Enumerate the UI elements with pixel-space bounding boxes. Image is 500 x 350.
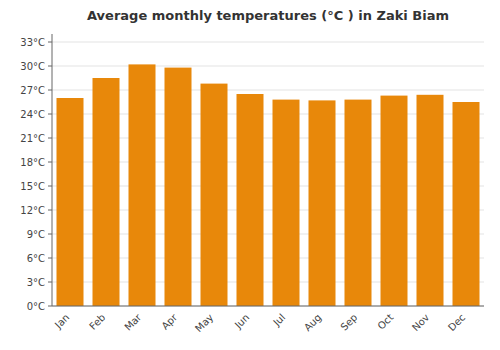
y-tick-label: 30°C [20,61,45,72]
bar [345,100,372,306]
y-tick [48,90,52,91]
y-tick-label: 3°C [27,277,45,288]
y-tick [48,258,52,259]
y-tick [48,42,52,43]
y-tick [48,162,52,163]
y-tick-label: 15°C [20,181,45,192]
y-tick [48,138,52,139]
bar [417,95,444,306]
y-tick [48,114,52,115]
bar [201,84,228,306]
y-tick [48,66,52,67]
bar [273,100,300,306]
grid-line [52,42,484,43]
x-tick-label: Feb [87,312,107,332]
y-tick [48,306,52,307]
y-tick [48,282,52,283]
y-tick-label: 6°C [27,253,45,264]
y-tick-label: 12°C [20,205,45,216]
bar [129,64,156,306]
x-tick-label: Dec [446,312,467,333]
x-tick-label: Mar [122,311,144,333]
x-tick-label: Sep [338,312,359,333]
x-tick-label: Jul [270,312,287,329]
bar [93,78,120,306]
y-tick-label: 18°C [20,157,45,168]
y-tick-label: 9°C [27,229,45,240]
bar [57,98,84,306]
x-tick-label: Jan [52,312,71,331]
bars [57,64,480,306]
y-tick [48,234,52,235]
title: Average monthly temperatures (°C ) in Za… [87,8,449,23]
bar [381,96,408,306]
bar [453,102,480,306]
x-tick-label: Jun [232,312,252,332]
chart-container: Average monthly temperatures (°C ) in Za… [0,0,500,350]
x-tick-label: Oct [375,312,395,332]
grid-line [52,66,484,67]
y-tick [48,210,52,211]
chart-svg: Average monthly temperatures (°C ) in Za… [0,0,500,350]
grid-line [52,306,484,307]
x-axis: Jan Feb Mar Apr May Jun Jul Aug Sep Oct Nov Dec [52,311,467,334]
y-tick-label: 24°C [20,109,45,120]
y-axis-line [52,34,53,306]
bar [165,68,192,306]
y-axis: 0°C 3°C 6°C 9°C 12°C 15°C 18°C 21°C 24°C 27°C 30°C… [20,37,52,312]
x-tick-label: May [193,312,215,334]
x-tick-label: Aug [302,312,324,334]
y-tick-label: 0°C [27,301,45,312]
bar [309,100,336,306]
bar [237,94,264,306]
x-tick-label: Apr [159,311,180,332]
y-tick [48,186,52,187]
y-tick-label: 21°C [20,133,45,144]
x-axis-line [52,306,484,307]
grid [52,42,484,306]
y-tick-label: 33°C [20,37,45,48]
x-tick-label: Nov [410,312,432,334]
y-tick-label: 27°C [20,85,45,96]
